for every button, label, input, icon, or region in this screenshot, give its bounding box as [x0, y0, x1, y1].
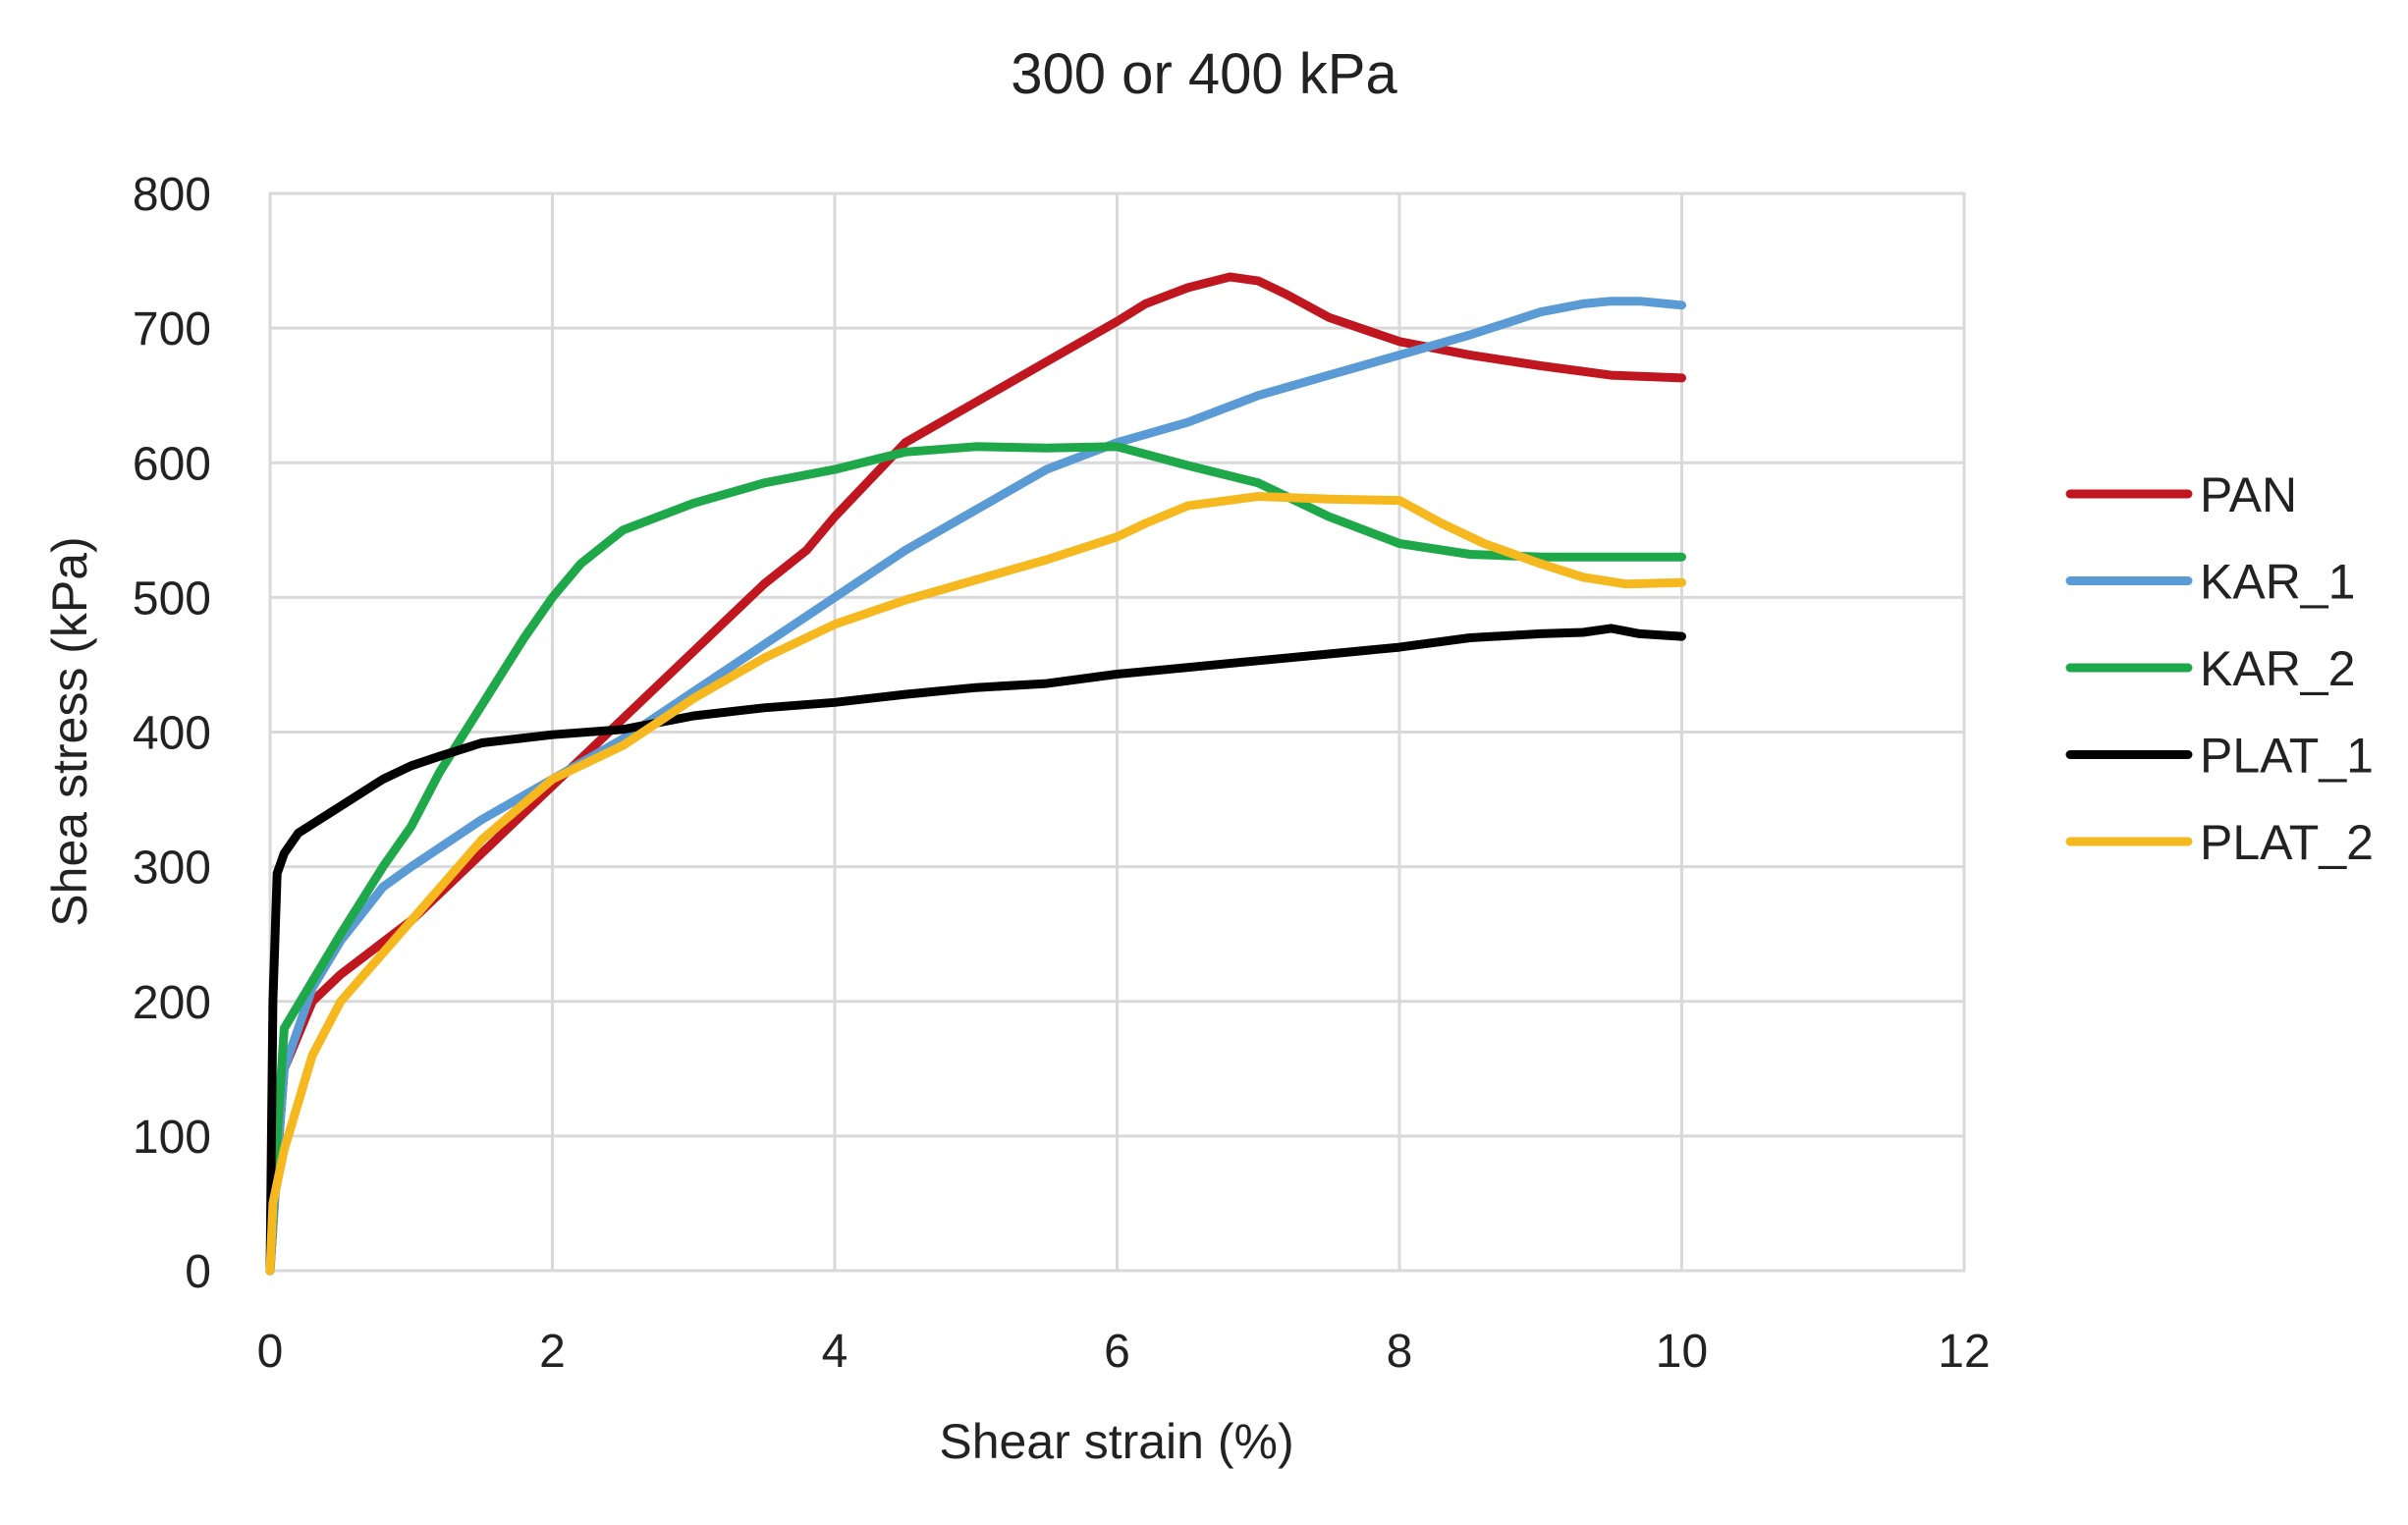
- x-tick-label: 12: [1938, 1326, 1990, 1378]
- series-line-plat-1: [265, 624, 1686, 1276]
- x-tick-label: 8: [1387, 1326, 1413, 1378]
- y-tick-label: 200: [133, 977, 211, 1029]
- y-tick-label: 100: [133, 1112, 211, 1164]
- x-axis-ticks: 0 2 4 6 8 10 12: [257, 1326, 1991, 1378]
- x-tick-label: 10: [1656, 1326, 1708, 1378]
- legend-label-kar-1: KAR_1: [2200, 555, 2355, 610]
- chart-title: 300 or 400 kPa: [1011, 42, 1397, 106]
- y-tick-label: 500: [133, 572, 211, 625]
- y-axis-ticks: 0 100 200 300 400 500 600 700 800: [133, 169, 211, 1298]
- series-line-kar-1: [265, 297, 1686, 1276]
- legend: PAN KAR_1 KAR_2 PLAT_1 PLAT_2: [2065, 467, 2374, 870]
- legend-label-pan: PAN: [2200, 467, 2297, 522]
- y-tick-label: 800: [133, 169, 211, 221]
- series-lines: [265, 272, 1686, 1276]
- series-line-pan: [265, 272, 1686, 1276]
- series-line-kar-2: [265, 442, 1686, 1276]
- x-axis-label: Shear strain (%): [939, 1414, 1293, 1469]
- y-tick-label: 600: [133, 438, 211, 490]
- y-axis-label: Shea stress (kPa): [42, 536, 97, 926]
- y-tick-label: 300: [133, 843, 211, 895]
- legend-label-plat-2: PLAT_2: [2200, 815, 2374, 870]
- legend-label-kar-2: KAR_2: [2200, 641, 2355, 696]
- y-tick-label: 700: [133, 303, 211, 355]
- y-tick-label: 0: [185, 1246, 211, 1298]
- x-tick-label: 2: [539, 1326, 566, 1378]
- x-tick-label: 4: [822, 1326, 848, 1378]
- plot-area-frame: [268, 191, 1966, 1273]
- series-line-plat-2: [265, 492, 1686, 1276]
- legend-label-plat-1: PLAT_1: [2200, 729, 2374, 784]
- y-tick-label: 400: [133, 708, 211, 760]
- x-tick-label: 0: [257, 1326, 284, 1378]
- x-tick-label: 6: [1104, 1326, 1130, 1378]
